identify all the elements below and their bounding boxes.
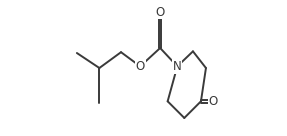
Text: O: O (135, 60, 145, 73)
Text: O: O (209, 95, 218, 108)
Text: O: O (156, 6, 165, 19)
Text: N: N (173, 60, 182, 73)
